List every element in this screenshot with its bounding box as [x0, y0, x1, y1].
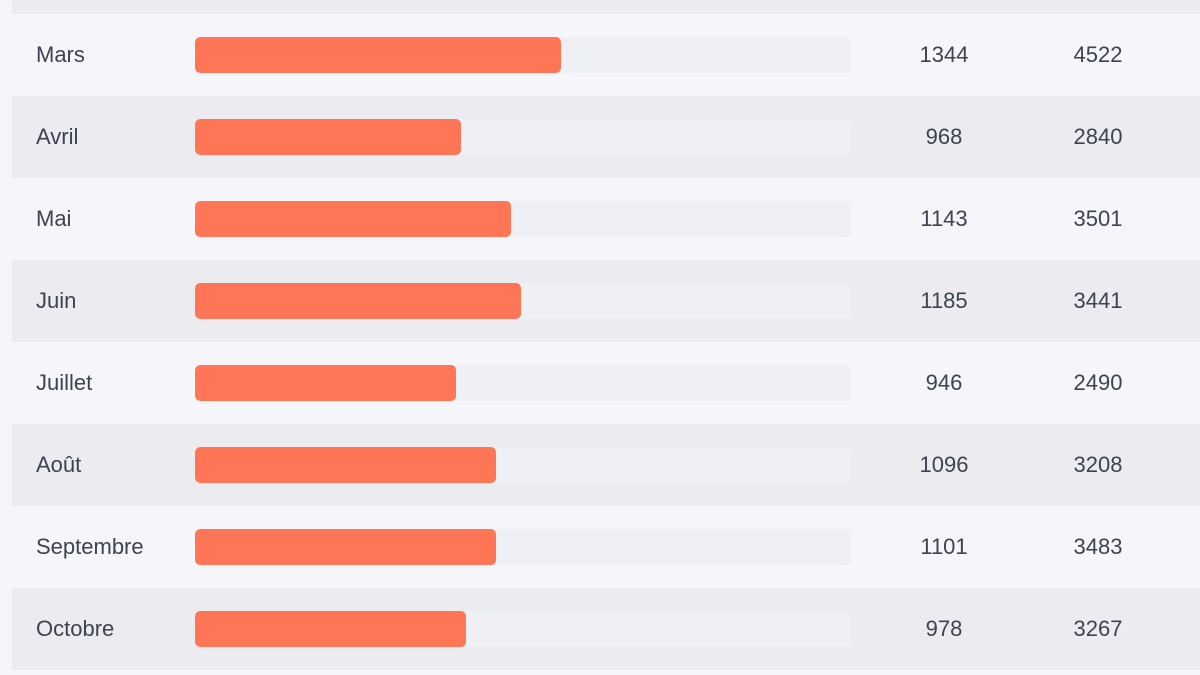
value-primary: 1344	[919, 42, 969, 67]
month-label: Septembre	[36, 534, 144, 559]
value-primary: 1185	[920, 288, 968, 313]
value-primary: 1101	[920, 534, 968, 559]
value-primary: 946	[925, 370, 963, 395]
progress-bar	[195, 119, 851, 155]
table-row: Avril 968 2840	[12, 96, 1200, 178]
value-secondary: 3483	[1073, 534, 1123, 559]
progress-bar-fill	[195, 365, 457, 401]
value-primary: 968	[925, 124, 963, 149]
value-secondary: 3208	[1073, 452, 1123, 477]
progress-bar	[195, 529, 851, 565]
progress-bar	[195, 611, 851, 647]
progress-bar	[195, 365, 851, 401]
progress-bar-fill	[195, 37, 562, 73]
month-label: Mai	[36, 206, 72, 231]
progress-bar	[195, 37, 851, 73]
table-row: Août 1096 3208	[12, 424, 1200, 506]
progress-bar	[195, 283, 851, 319]
value-secondary: 3501	[1073, 206, 1123, 231]
month-label: Août	[36, 452, 82, 477]
table-row: Septembre 1101 3483	[12, 506, 1200, 588]
month-label: Juin	[36, 288, 77, 313]
progress-bar-fill	[195, 119, 461, 155]
progress-bar-fill	[195, 201, 512, 237]
value-secondary: 2490	[1073, 370, 1123, 395]
progress-bar-fill	[195, 283, 522, 319]
table-row: Mai 1143 3501	[12, 178, 1200, 260]
value-primary: 1096	[919, 452, 969, 477]
table-row: Juin 1185 3441	[12, 260, 1200, 342]
progress-bar-fill	[195, 611, 466, 647]
value-secondary: 4522	[1073, 42, 1123, 67]
table-row-partial	[12, 0, 1200, 14]
table-row: Octobre 978 3267	[12, 588, 1200, 670]
month-label: Avril	[36, 124, 79, 149]
table-row: Mars 1344 4522	[12, 14, 1200, 96]
table-row: Juillet 946 2490	[12, 342, 1200, 424]
progress-bar	[195, 447, 851, 483]
monthly-table: Mars 1344 4522 Avril 968 2840 Mai 1143 3…	[12, 0, 1200, 670]
value-primary: 1143	[920, 206, 968, 231]
progress-bar-fill	[195, 447, 497, 483]
month-label: Octobre	[36, 616, 115, 641]
progress-bar-fill	[195, 529, 497, 565]
value-secondary: 3267	[1073, 616, 1123, 641]
progress-bar	[195, 201, 851, 237]
value-primary: 978	[925, 616, 963, 641]
value-secondary: 2840	[1073, 124, 1123, 149]
value-secondary: 3441	[1073, 288, 1123, 313]
month-label: Mars	[36, 42, 85, 67]
month-label: Juillet	[36, 370, 93, 395]
